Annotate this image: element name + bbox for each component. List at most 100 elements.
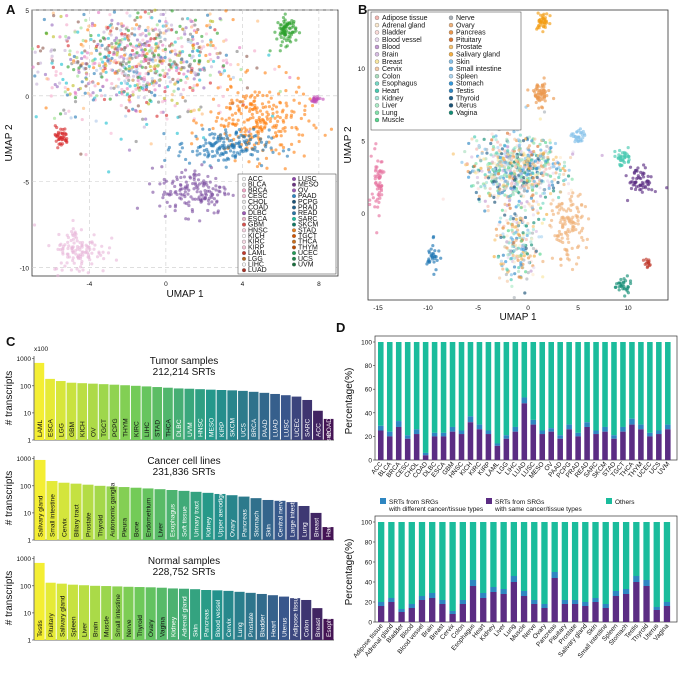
panel-b-point: [541, 165, 545, 169]
panel-b-point: [510, 256, 514, 260]
panel-c-bar: [310, 512, 322, 540]
panel-b-points: [368, 11, 669, 300]
panel-a-point: [219, 72, 223, 77]
panel-b-point: [539, 91, 543, 95]
panel-c-bar-label: LUSC: [283, 419, 290, 437]
panel-a-point: [199, 192, 203, 197]
panel-b-point: [515, 182, 519, 186]
panel-b-point: [541, 173, 545, 178]
panel-a-point: [245, 138, 249, 142]
panel-b-point: [519, 239, 524, 243]
panel-a-point: [264, 156, 269, 160]
panel-a-point: [182, 29, 187, 34]
panel-b-point: [506, 149, 510, 153]
panel-b-point: [635, 177, 639, 181]
panel-a-point: [177, 53, 181, 57]
panel-c-bar-label: BRCA: [251, 418, 258, 437]
panel-a-legend-marker: [292, 228, 296, 233]
panel-b-point: [566, 215, 570, 219]
panel-a-legend-label: LAML: [248, 250, 266, 257]
panel-a-point: [106, 25, 110, 30]
panel-b-point: [521, 139, 526, 143]
panel-b-point: [576, 218, 580, 223]
panel-d-ytick: 100: [361, 520, 372, 527]
panel-b-point: [480, 151, 484, 156]
panel-a-point: [179, 36, 183, 40]
panel-a-point: [156, 100, 161, 104]
panel-d-bar-same: [566, 429, 572, 460]
panel-b-point: [498, 155, 502, 160]
panel-a-point: [156, 63, 161, 67]
panel-a-point: [198, 152, 202, 156]
panel-a-legend-label: TGCT: [298, 233, 318, 240]
panel-a-point: [71, 256, 75, 260]
panel-d-subplot: 020406080100Percentage(%)ACCBLCABRCACESC…: [344, 335, 678, 480]
panel-a-point: [278, 101, 283, 105]
panel-a-point: [226, 124, 230, 128]
panel-a-point: [80, 51, 84, 55]
panel-d-bar-others: [638, 342, 644, 425]
panel-a-point: [254, 133, 258, 138]
panel-d-bar-others: [398, 522, 405, 609]
panel-a-point: [94, 44, 99, 48]
panel-a-point: [164, 113, 169, 117]
panel-b-point: [525, 233, 529, 238]
panel-c-ytick: 1: [27, 538, 31, 545]
panel-b-point: [518, 133, 523, 137]
panel-b-point: [566, 234, 570, 238]
panel-b-legend-marker: [374, 103, 380, 108]
panel-a-point: [109, 33, 113, 37]
panel-a-point: [147, 11, 151, 16]
panel-a-point: [236, 91, 240, 95]
panel-b-point: [646, 182, 650, 186]
panel-b-legend-label: Prostate: [456, 44, 482, 51]
panel-a-point: [238, 45, 242, 50]
panel-b-point: [570, 177, 574, 181]
panel-a-point: [158, 35, 163, 39]
panel-a-point: [192, 119, 196, 123]
panel-a-point: [267, 53, 271, 57]
panel-a-legend-marker: [242, 182, 246, 187]
panel-c-bar: [245, 592, 256, 640]
panel-b-legend-label: Stomach: [456, 81, 484, 88]
panel-b-point: [476, 181, 480, 185]
panel-b-legend-marker: [374, 52, 380, 57]
panel-b-xtick: 10: [624, 305, 632, 312]
panel-b-point: [465, 161, 469, 166]
panel-d-bar-different: [404, 435, 411, 439]
panel-b-point: [622, 277, 626, 281]
panel-a-point: [227, 121, 231, 126]
panel-a-point: [224, 118, 228, 122]
panel-d-bar-different: [480, 593, 487, 598]
panel-a-point: [200, 197, 205, 201]
panel-d-bar-different: [620, 426, 626, 432]
panel-b-point: [569, 203, 574, 207]
panel-a-point: [51, 65, 55, 69]
panel-a-point: [54, 139, 58, 143]
panel-b-point: [529, 158, 533, 162]
panel-b-point: [522, 175, 526, 180]
panel-b-point: [618, 162, 622, 167]
panel-a-point: [79, 228, 84, 232]
panel-b-point: [506, 229, 510, 233]
panel-c-bar: [190, 589, 201, 640]
panel-a-point: [67, 109, 71, 113]
panel-a-legend-box: [237, 173, 337, 275]
panel-a-point: [202, 136, 206, 140]
panel-a-point: [130, 65, 135, 69]
panel-b-point: [501, 226, 505, 230]
panel-b-legend-marker: [448, 59, 454, 64]
panel-a-point: [186, 192, 190, 196]
panel-b-point: [541, 201, 545, 205]
panel-b-point: [509, 186, 513, 190]
panel-b-legend-marker: [448, 52, 454, 57]
panel-c-bar-label: Kidney: [170, 616, 177, 637]
panel-a-legend-label: MESO: [298, 182, 319, 189]
panel-d-bar-others: [431, 342, 438, 433]
panel-a-point: [163, 158, 167, 163]
panel-a-point: [35, 82, 39, 86]
panel-a-point: [186, 76, 190, 81]
